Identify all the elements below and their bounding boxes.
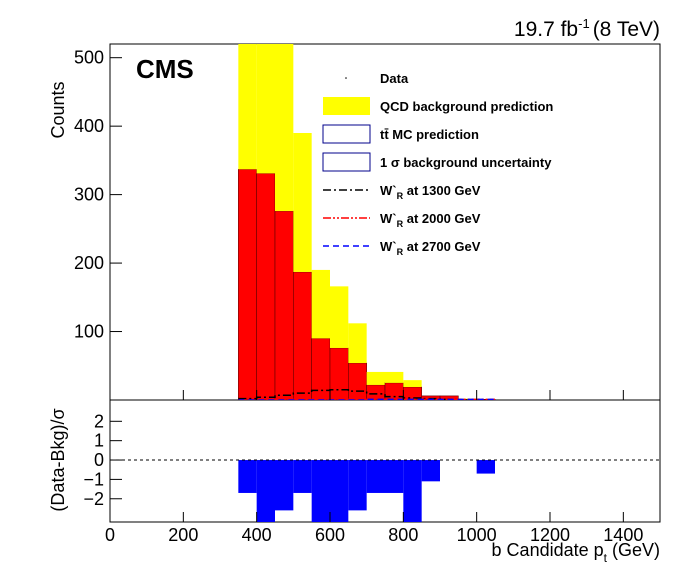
lumi-sup: -1 — [578, 16, 590, 31]
signal-line — [238, 398, 495, 400]
legend-swatch — [323, 97, 370, 115]
bar-segment — [366, 371, 385, 385]
y-tick-label: 200 — [74, 253, 104, 273]
y-tick-label: 100 — [74, 322, 104, 342]
bar-segment — [403, 380, 422, 387]
legend-label: 1 σ background uncertainty — [380, 155, 552, 170]
bar — [256, 460, 275, 522]
legend-rest: at 2000 GeV — [403, 211, 481, 226]
x-tick-label: 600 — [315, 525, 345, 545]
bar — [275, 460, 294, 511]
legend-rest: at 1300 GeV — [403, 183, 481, 198]
bars — [238, 460, 495, 522]
bar-segment — [293, 133, 312, 272]
bar-segment — [385, 371, 404, 383]
x-tick-label: 400 — [242, 525, 272, 545]
lumi: 19.7 fb — [514, 18, 578, 41]
x-tick-label: 200 — [168, 525, 198, 545]
legend-label: QCD background prediction — [380, 99, 553, 114]
bar-segment — [293, 271, 312, 400]
x-tick-label: 800 — [388, 525, 418, 545]
bar — [476, 460, 495, 474]
legend-rest: at 2700 GeV — [403, 239, 481, 254]
y-tick-label: −1 — [83, 469, 104, 489]
legend-sub: R — [397, 219, 404, 229]
bar-segment — [256, 173, 276, 400]
bar — [421, 460, 440, 482]
legend-swatch — [322, 152, 371, 172]
bar — [293, 460, 312, 493]
bar-segment — [384, 382, 404, 400]
chart-title: CMS — [136, 54, 194, 84]
y-axis-label: Counts — [48, 81, 68, 138]
x-tick-label: 1200 — [530, 525, 570, 545]
bar-segment — [275, 44, 294, 212]
legend-label: W`R at 2000 GeV — [380, 211, 481, 229]
legend-sub: R — [397, 247, 404, 257]
legend-name: W` — [380, 183, 397, 198]
y-tick-label: 500 — [74, 48, 104, 68]
y-tick-label: 1 — [94, 431, 104, 451]
y-tick-label: 400 — [74, 116, 104, 136]
legend-label: W`R at 1300 GeV — [380, 183, 481, 201]
bar — [311, 460, 330, 522]
bar-segment — [330, 286, 349, 348]
legend-marker — [345, 77, 347, 79]
bar-segment — [311, 269, 330, 339]
legend-label: W`R at 2700 GeV — [380, 239, 481, 257]
legend-label: tt̄ MC prediction — [380, 127, 479, 142]
bar — [403, 460, 422, 522]
bar-segment — [238, 44, 257, 170]
x-tick-label: 1000 — [457, 525, 497, 545]
xlabel: b Candidate p — [492, 540, 604, 560]
signal-line — [238, 398, 495, 400]
bar-segment — [458, 398, 477, 400]
bar-segment — [366, 384, 386, 400]
lumi-energy: (8 TeV) — [593, 18, 660, 41]
bar-segment — [274, 210, 294, 400]
x-tick-label: 0 — [105, 525, 115, 545]
bar — [330, 460, 349, 522]
bar — [348, 460, 367, 511]
legend-swatch — [322, 124, 371, 144]
bar-segment — [256, 44, 275, 174]
xlabel-rest: (GeV) — [607, 540, 660, 560]
bar-segment — [238, 168, 257, 400]
legend-name: W` — [380, 211, 397, 226]
x-tick-label: 1400 — [603, 525, 643, 545]
bar — [366, 460, 385, 493]
bar-segment — [329, 347, 349, 400]
legend-label: Data — [380, 71, 409, 86]
y-tick-label: 0 — [94, 450, 104, 470]
lumi-label: 19.7 fb-1 (8 TeV) — [514, 16, 660, 41]
y-tick-label: −2 — [83, 489, 104, 509]
y-tick-label: 300 — [74, 185, 104, 205]
bars — [238, 44, 496, 400]
bar-segment — [348, 362, 367, 400]
legend-sub: R — [397, 191, 404, 201]
bar — [385, 460, 404, 493]
xlabel-sub: t — [604, 551, 608, 565]
legend-name: W` — [380, 239, 397, 254]
bar — [238, 460, 257, 493]
y-tick-label: 2 — [94, 411, 104, 431]
x-axis-label: b Candidate pt (GeV) — [492, 540, 660, 565]
bar-segment — [348, 323, 367, 364]
ratio-y-label: (Data-Bkg)/σ — [48, 408, 68, 511]
